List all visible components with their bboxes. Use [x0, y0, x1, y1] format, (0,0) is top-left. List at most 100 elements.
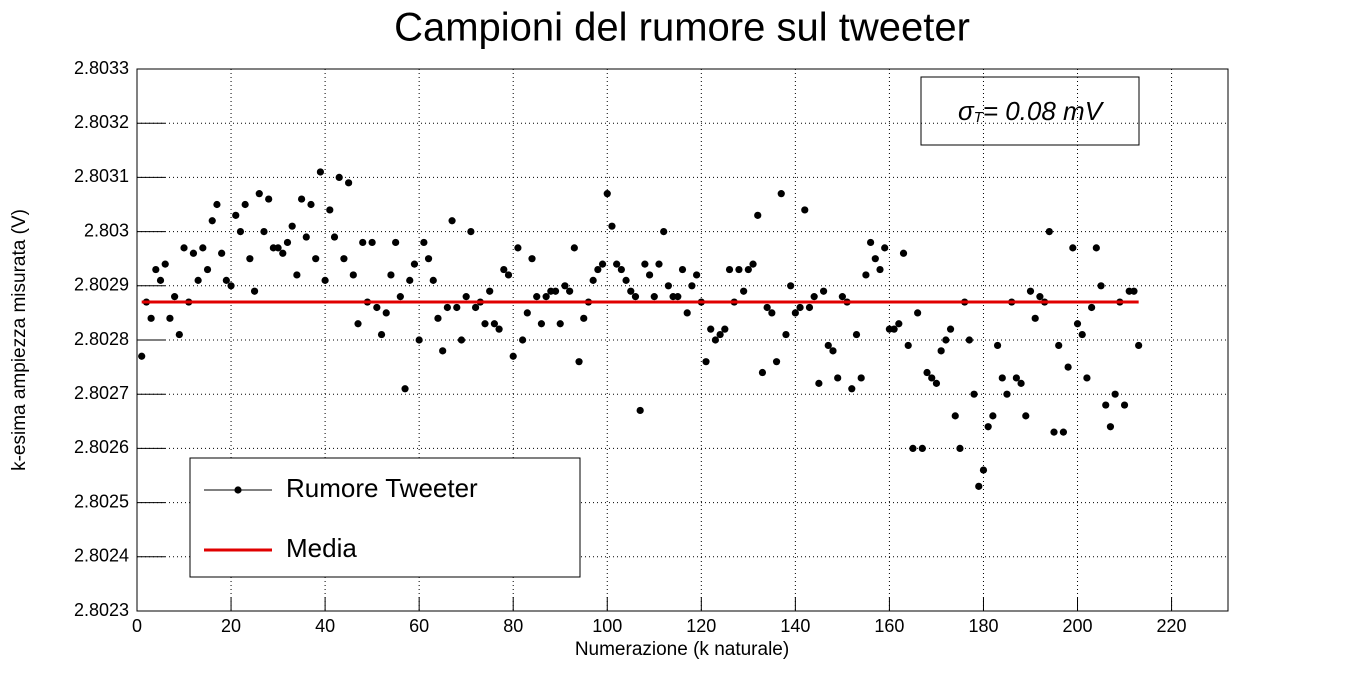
point	[495, 325, 503, 333]
point	[439, 347, 447, 355]
point	[979, 466, 988, 474]
point	[754, 211, 762, 219]
point	[1064, 363, 1072, 371]
point	[617, 265, 625, 274]
point	[951, 412, 959, 420]
point	[711, 336, 720, 344]
point	[725, 265, 734, 274]
point	[377, 330, 386, 339]
annotation-symbol: σ	[958, 96, 975, 126]
point	[208, 217, 216, 225]
x-tick-label: 200	[1062, 616, 1092, 636]
point	[749, 260, 757, 268]
plot-frame	[136, 68, 1229, 612]
point	[1078, 330, 1086, 339]
point	[702, 358, 710, 366]
point	[551, 287, 560, 295]
point	[993, 341, 1002, 350]
point	[904, 341, 912, 350]
point	[1017, 379, 1025, 387]
point	[819, 287, 828, 295]
point	[486, 287, 494, 295]
point	[349, 271, 357, 279]
point	[852, 330, 861, 339]
y-tick-label: 2.8033	[74, 58, 129, 78]
point	[227, 282, 235, 290]
point	[373, 303, 381, 312]
point	[410, 260, 419, 268]
point	[415, 336, 423, 344]
point	[688, 282, 696, 290]
point	[829, 347, 837, 355]
point	[302, 233, 310, 241]
y-tick-label: 2.8031	[74, 166, 129, 186]
point	[1083, 374, 1091, 382]
point	[316, 168, 325, 176]
point	[340, 255, 348, 263]
annotation: σT= 0.08 mV	[958, 96, 1105, 126]
point	[453, 303, 461, 312]
point	[279, 249, 287, 257]
annotation-box	[920, 76, 1140, 146]
point	[735, 265, 743, 274]
point	[203, 265, 212, 274]
point	[627, 287, 635, 295]
point	[1055, 341, 1063, 350]
point	[867, 238, 875, 247]
point	[1135, 341, 1143, 350]
point	[274, 244, 282, 252]
point	[768, 309, 776, 317]
point	[580, 314, 588, 322]
point	[1059, 428, 1068, 436]
point	[1097, 282, 1105, 290]
point	[504, 271, 513, 279]
point	[598, 260, 607, 268]
point	[674, 293, 682, 301]
point	[645, 271, 654, 279]
x-tick-label: 80	[503, 616, 523, 636]
point	[622, 276, 630, 284]
point	[758, 368, 767, 377]
point	[213, 200, 221, 209]
point	[490, 320, 498, 328]
x-tick-label: 120	[686, 616, 716, 636]
point	[589, 276, 597, 284]
point	[909, 444, 917, 452]
point	[457, 336, 466, 344]
point	[932, 379, 941, 387]
point	[293, 271, 301, 279]
point	[166, 314, 174, 322]
point	[171, 293, 179, 301]
point	[1003, 390, 1011, 398]
point	[354, 320, 362, 328]
point	[838, 293, 846, 301]
point	[862, 271, 870, 279]
point	[791, 309, 799, 317]
point	[481, 320, 489, 328]
point	[561, 282, 569, 290]
point	[1069, 244, 1077, 252]
point	[871, 255, 879, 263]
point	[537, 320, 546, 328]
x-tick-label: 140	[780, 616, 810, 636]
point	[335, 173, 343, 181]
point	[740, 287, 748, 295]
point	[655, 260, 663, 268]
point	[848, 385, 856, 393]
point	[923, 368, 931, 377]
point	[956, 444, 964, 452]
point	[815, 379, 823, 387]
point	[189, 249, 198, 257]
point	[1106, 423, 1115, 431]
point	[138, 352, 146, 360]
point	[1031, 314, 1039, 322]
point	[1045, 228, 1053, 236]
point	[707, 325, 715, 333]
x-tick-label: 180	[968, 616, 998, 636]
x-axis-label: Numerazione (k naturale)	[575, 639, 789, 660]
point	[161, 260, 169, 268]
point	[810, 293, 818, 301]
point	[965, 336, 973, 344]
point	[937, 347, 945, 355]
